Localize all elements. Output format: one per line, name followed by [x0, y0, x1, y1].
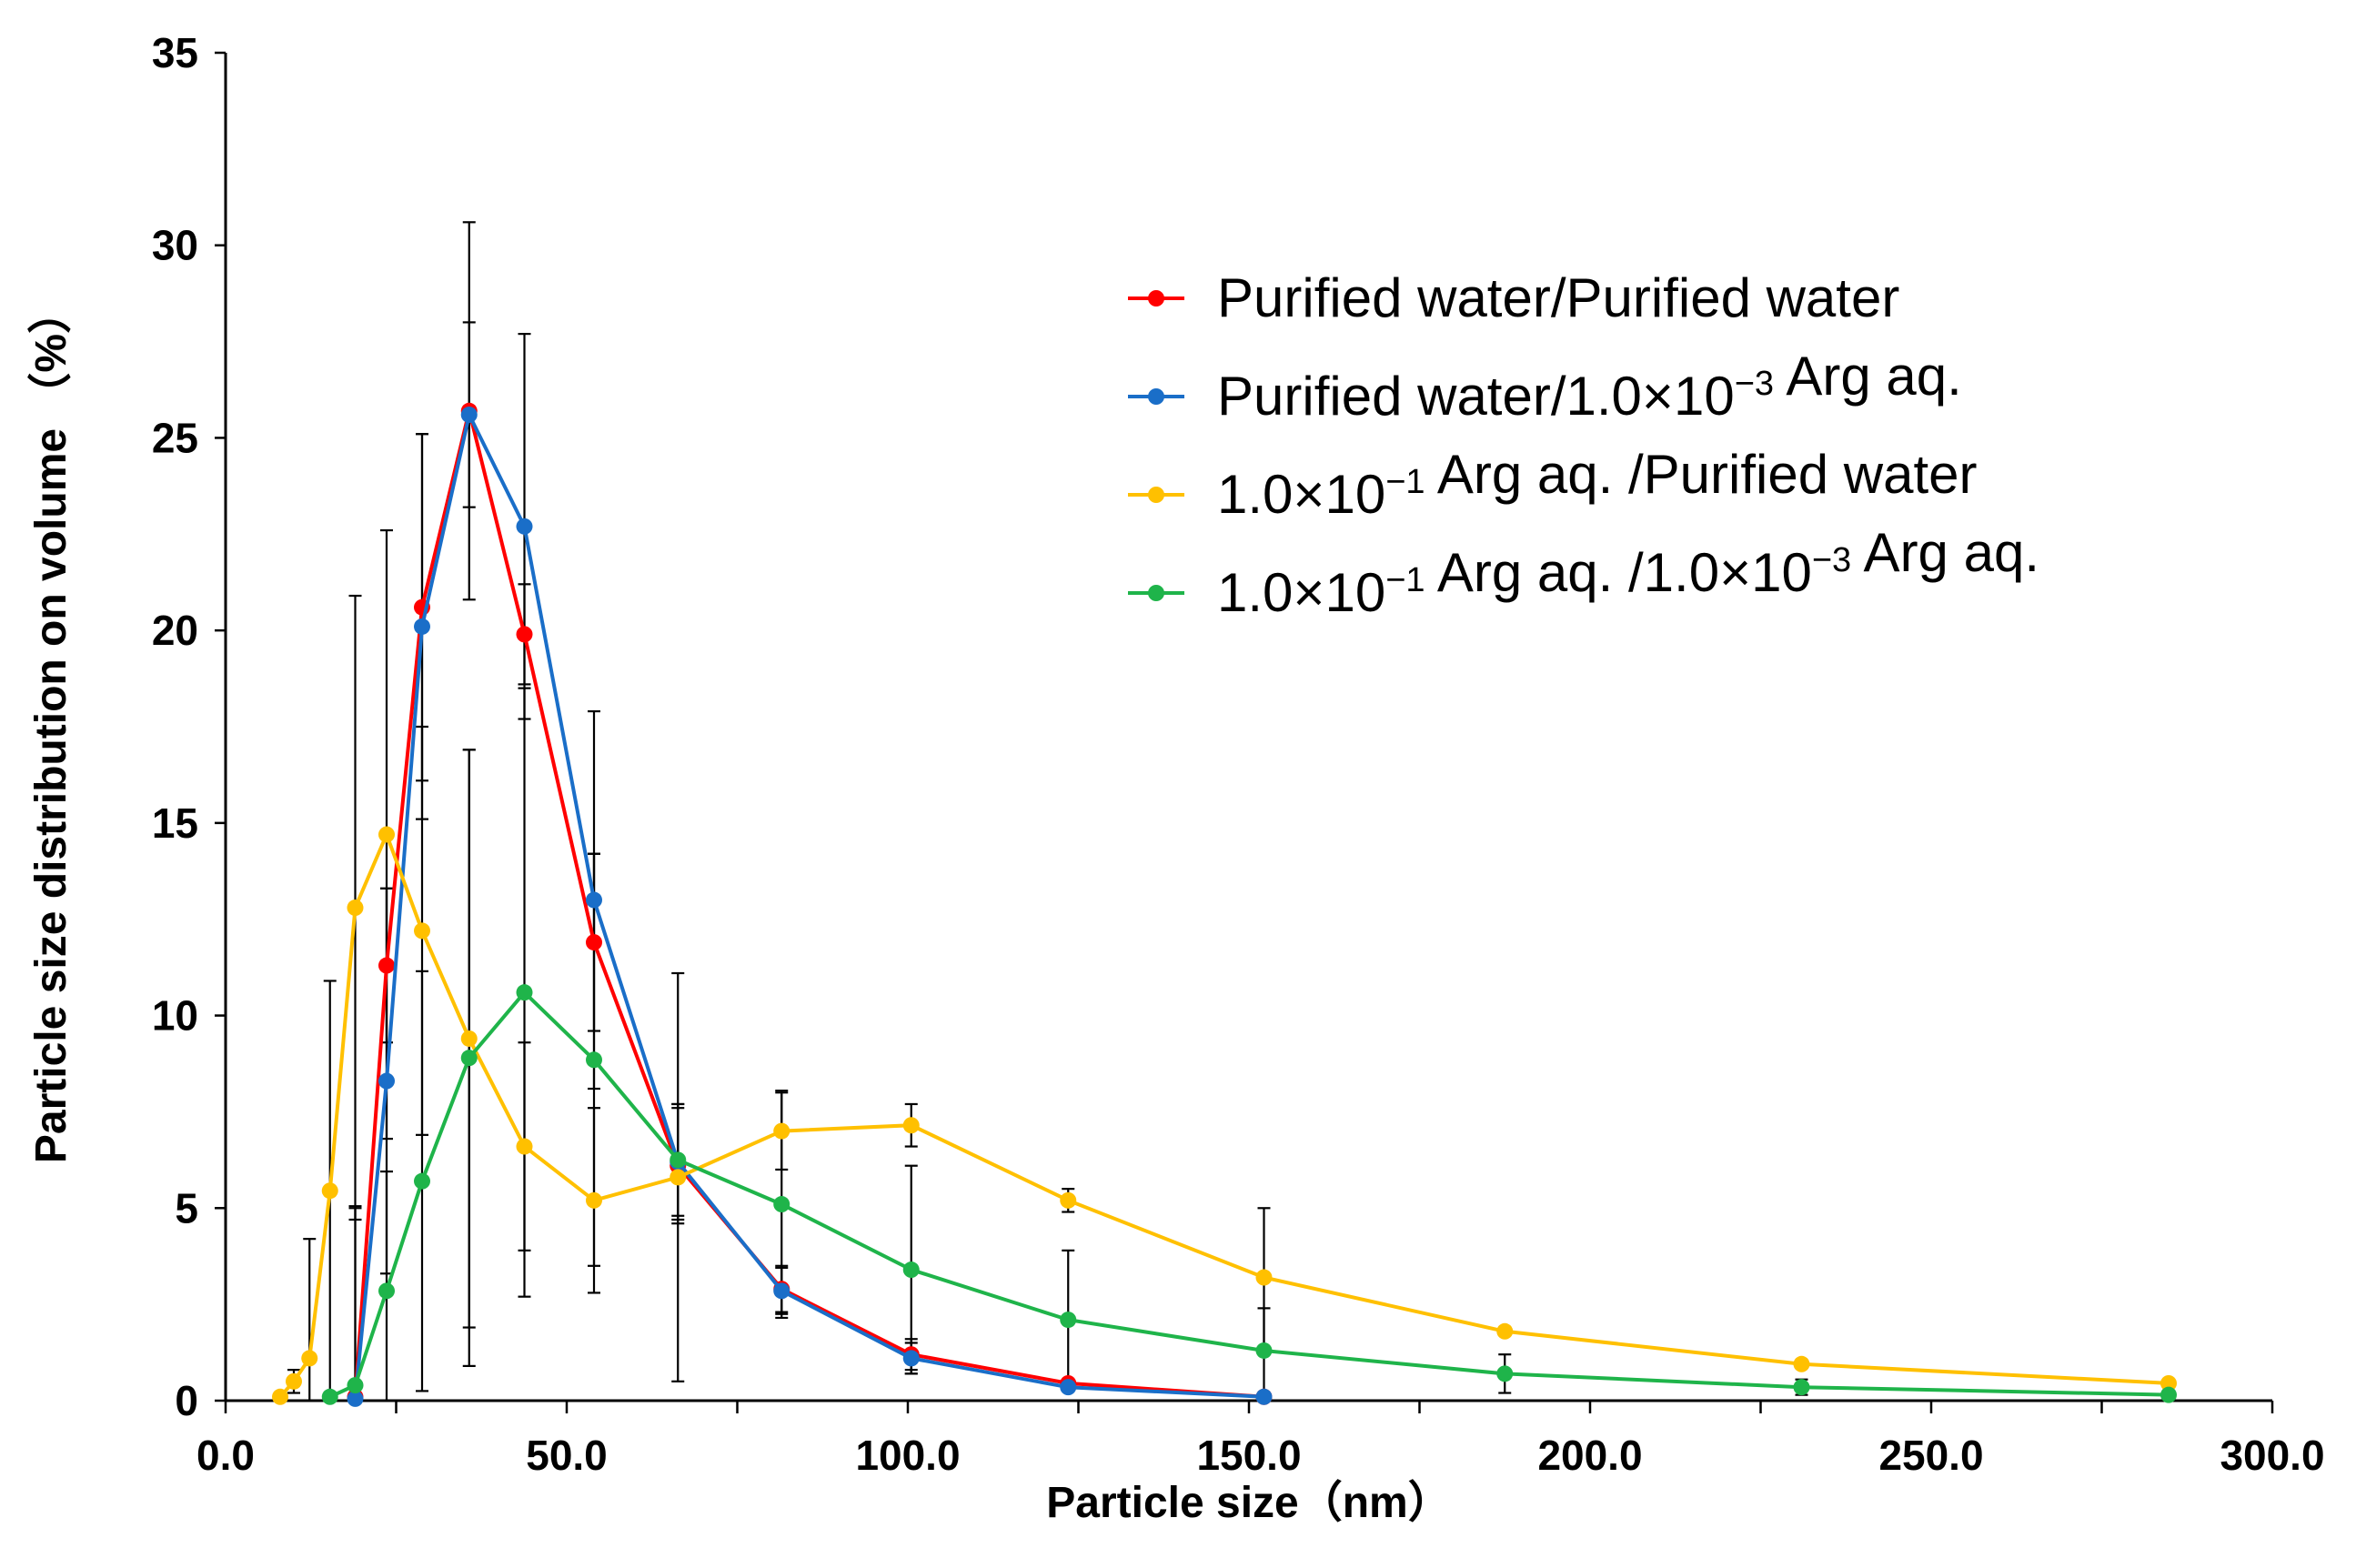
y-tick-label: 15	[152, 799, 198, 847]
data-point	[322, 1389, 338, 1405]
legend-label-text: Arg aq.	[1774, 346, 1962, 407]
data-point	[1794, 1379, 1810, 1395]
data-point	[517, 984, 533, 1000]
x-tick-label: 50.0	[526, 1432, 608, 1479]
data-point	[461, 1050, 478, 1066]
legend-label-superscript: −3	[1735, 365, 1774, 403]
data-point	[1496, 1323, 1513, 1340]
data-point	[773, 1196, 790, 1212]
legend-label-text: Arg aq.	[1851, 522, 2039, 583]
series-line	[356, 415, 1264, 1399]
data-point	[1060, 1192, 1076, 1209]
series-3	[272, 827, 2177, 1405]
data-point	[586, 892, 602, 909]
data-point	[378, 827, 395, 843]
data-point	[773, 1123, 790, 1140]
legend-label-text: 1.0×10	[1217, 464, 1385, 525]
data-point	[586, 1192, 602, 1209]
y-tick-label: 30	[152, 222, 198, 269]
data-point	[1060, 1312, 1076, 1328]
data-point	[903, 1117, 920, 1133]
y-tick-label: 0	[175, 1377, 198, 1424]
x-tick-label: 200.0	[1537, 1432, 1642, 1479]
legend-label-superscript: −1	[1385, 561, 1425, 599]
legend-swatch-marker	[1148, 290, 1164, 307]
data-point	[517, 1139, 533, 1155]
legend: Purified water/Purified water Purified wa…	[1128, 267, 2039, 623]
legend-entry-3: 1.0×10−1 Arg aq. /Purified water	[1128, 444, 1978, 525]
x-tick-label: 300.0	[2220, 1432, 2324, 1479]
data-point	[903, 1261, 920, 1278]
data-point	[1794, 1356, 1810, 1372]
series-1	[347, 403, 1273, 1405]
series-line	[280, 835, 2169, 1397]
y-tick-label: 20	[152, 607, 198, 654]
legend-label-superscript: −1	[1385, 463, 1425, 501]
data-point	[347, 1377, 364, 1393]
data-point	[517, 518, 533, 535]
data-point	[517, 626, 533, 642]
data-point	[378, 1073, 395, 1090]
data-point	[586, 1051, 602, 1068]
data-point	[1496, 1365, 1513, 1382]
data-point	[1256, 1342, 1273, 1359]
data-point	[586, 934, 602, 950]
data-point	[2160, 1387, 2177, 1403]
data-point	[773, 1282, 790, 1299]
legend-entry-1: Purified water/Purified water	[1128, 267, 1899, 328]
data-point	[414, 922, 430, 939]
data-point	[461, 407, 478, 423]
data-point	[414, 618, 430, 635]
data-point	[378, 1282, 395, 1299]
data-point	[1256, 1270, 1273, 1286]
legend-swatch-marker	[1148, 585, 1164, 601]
x-tick-label: 150.0	[1196, 1432, 1301, 1479]
legend-label: Purified water/Purified water	[1217, 267, 1899, 328]
y-axis-title: Particle size distribution on volume （%）	[27, 290, 76, 1163]
legend-label-text: Arg aq. /1.0×10	[1425, 542, 1812, 603]
legend-label-text: Purified water/1.0×10	[1217, 366, 1735, 427]
series-line	[356, 411, 1264, 1397]
data-point	[461, 1030, 478, 1047]
x-tick-label: 0.0	[196, 1432, 255, 1479]
data-point	[322, 1182, 338, 1199]
legend-label: Purified water/1.0×10−3 Arg aq.	[1217, 346, 1962, 427]
legend-swatch-marker	[1148, 388, 1164, 405]
legend-entry-4: 1.0×10−1 Arg aq. /1.0×10−3 Arg aq.	[1128, 522, 2039, 623]
data-point	[301, 1350, 317, 1366]
data-point	[286, 1373, 302, 1390]
series-line	[330, 992, 2169, 1397]
axes: 0 5 10 15 20 25 30 35 0.0 50.0 100.0 150.0 200.0 250.…	[27, 29, 2325, 1527]
data-point	[378, 958, 395, 974]
x-axis-title: Particle size（nm）	[1046, 1479, 1452, 1527]
legend-label: 1.0×10−1 Arg aq. /Purified water	[1217, 444, 1978, 525]
y-tick-label: 10	[152, 992, 198, 1040]
series-2	[347, 407, 1273, 1407]
legend-label-text: Purified water/Purified water	[1217, 267, 1899, 328]
data-point	[670, 1169, 686, 1185]
data-point	[1256, 1389, 1273, 1405]
legend-entry-2: Purified water/1.0×10−3 Arg aq.	[1128, 346, 1962, 427]
data-point	[347, 900, 364, 916]
chart-root: 0 5 10 15 20 25 30 35 0.0 50.0 100.0 150.0 200.0 250.…	[0, 0, 2356, 1568]
y-tick-label: 35	[152, 29, 198, 76]
legend-label-text: Arg aq. /Purified water	[1425, 444, 1978, 505]
legend-label-superscript: −3	[1812, 541, 1851, 579]
data-point	[670, 1151, 686, 1168]
data-point	[272, 1389, 288, 1405]
y-tick-label: 5	[175, 1184, 198, 1231]
legend-label: 1.0×10−1 Arg aq. /1.0×10−3 Arg aq.	[1217, 522, 2039, 623]
data-point	[903, 1350, 920, 1366]
x-tick-label: 250.0	[1878, 1432, 1983, 1479]
x-tick-label: 100.0	[855, 1432, 960, 1479]
data-point	[1060, 1379, 1076, 1395]
legend-label-text: 1.0×10	[1217, 562, 1385, 623]
data-point	[414, 1173, 430, 1190]
y-tick-label: 25	[152, 414, 198, 461]
legend-swatch-marker	[1148, 487, 1164, 503]
series-4	[322, 984, 2177, 1405]
chart-figure: 0 5 10 15 20 25 30 35 0.0 50.0 100.0 150.0 200.0 250.…	[0, 0, 2356, 1568]
